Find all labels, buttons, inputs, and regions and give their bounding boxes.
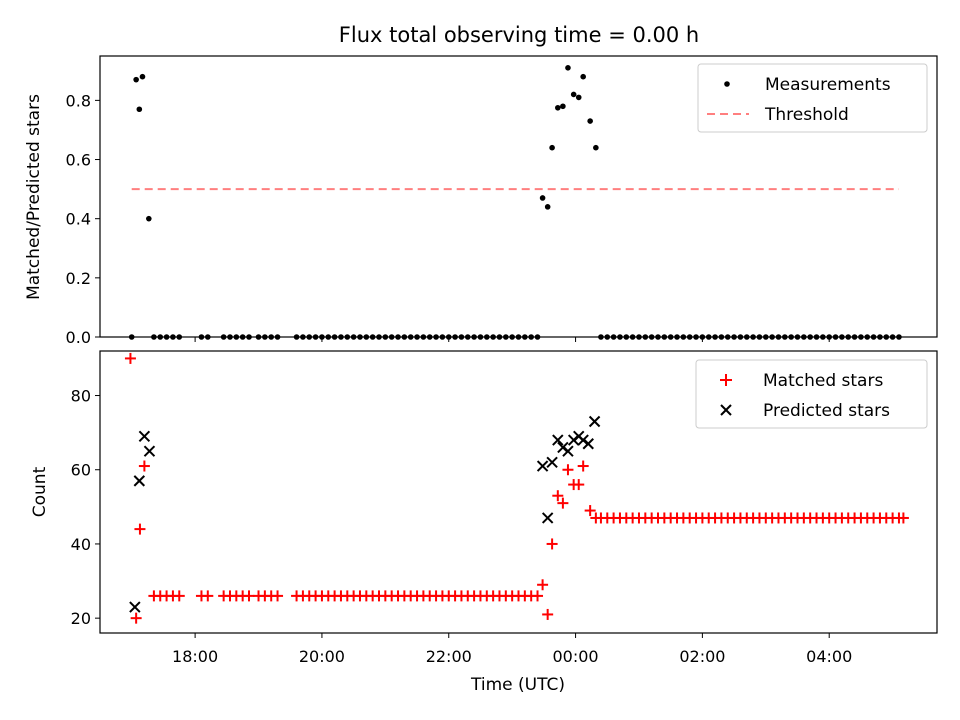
measurement-point xyxy=(587,118,593,124)
measurement-point xyxy=(146,215,152,222)
legend-predicted-marker xyxy=(720,404,732,416)
matched-star-point xyxy=(272,590,284,602)
predicted-star-point xyxy=(143,445,156,457)
matched-star-point xyxy=(134,523,146,535)
measurement-point xyxy=(580,73,586,80)
measurement-point xyxy=(570,91,577,98)
bottom-panel-marks xyxy=(124,352,909,624)
bottom-legend: Matched stars Predicted stars xyxy=(695,359,928,429)
legend-threshold-label: Threshold xyxy=(764,105,849,125)
bottom-y-axis-label: Count xyxy=(30,466,50,517)
top-legend: Measurements Threshold xyxy=(697,63,928,133)
legend-matched-marker xyxy=(720,374,732,386)
top-legend-box xyxy=(697,63,928,133)
measurement-point xyxy=(544,204,551,210)
matched-star-point xyxy=(562,464,574,476)
matched-star-point xyxy=(138,460,150,472)
predicted-star-point xyxy=(129,601,141,613)
matched-star-point xyxy=(577,460,589,472)
chart-title: Flux total observing time = 0.00 h xyxy=(339,23,699,47)
predicted-star-point xyxy=(588,415,601,428)
top-panel-y-ticks: 0.0 0.2 0.4 0.6 0.8 xyxy=(66,91,830,347)
predicted-star-point xyxy=(552,434,564,446)
predicted-star-point xyxy=(546,456,558,469)
measurement-point xyxy=(539,195,546,201)
measurement-point xyxy=(560,103,566,110)
top-y-tick-label: 0.2 xyxy=(66,269,91,288)
bottom-y-tick-label: 40 xyxy=(71,535,91,554)
matched-star-point xyxy=(542,608,554,620)
measurement-point xyxy=(136,106,143,113)
legend-measurements-label: Measurements xyxy=(765,75,891,95)
measurement-point xyxy=(549,144,555,151)
matched-star-point xyxy=(130,612,142,624)
bottom-panel-frame xyxy=(99,350,938,634)
legend-measurements-marker xyxy=(724,81,730,87)
matched-star-point xyxy=(573,479,585,491)
legend-predicted-label: Predicted stars xyxy=(763,401,890,421)
matched-star-point xyxy=(546,538,558,550)
matched-star-point xyxy=(124,352,136,364)
x-tick-label: 00:00 xyxy=(553,647,599,666)
top-y-tick-label: 0.4 xyxy=(66,210,91,229)
top-panel-marks xyxy=(128,65,902,340)
predicted-star-point xyxy=(138,430,151,443)
predicted-star-point xyxy=(562,445,574,457)
x-tick-label: 04:00 xyxy=(806,647,852,666)
measurement-point xyxy=(555,104,561,111)
measurement-point xyxy=(575,94,582,101)
predicted-star-point xyxy=(536,460,549,472)
matched-star-point xyxy=(584,505,596,517)
matched-star-point xyxy=(897,512,909,524)
matched-star-point xyxy=(557,497,569,509)
measurement-point xyxy=(133,76,139,83)
matched-star-point xyxy=(243,590,255,602)
measurement-point xyxy=(139,73,146,80)
predicted-star-point xyxy=(133,475,146,487)
legend-matched-label: Matched stars xyxy=(763,371,883,391)
bottom-panel-ticks: 18:00 20:00 22:00 00:00 02:00 04:00 20 40 60 80 xyxy=(71,387,853,666)
matched-star-point xyxy=(202,590,214,602)
top-y-axis-label: Matched/Predicted stars xyxy=(24,94,44,300)
bottom-y-tick-label: 80 xyxy=(71,387,91,406)
x-axis-label: Time (UTC) xyxy=(470,675,565,695)
x-tick-label: 22:00 xyxy=(426,647,472,666)
bottom-y-tick-label: 60 xyxy=(71,461,91,480)
matched-star-point xyxy=(532,590,544,602)
matched-star-point xyxy=(173,590,185,602)
matched-star-point xyxy=(552,490,564,502)
x-tick-label: 02:00 xyxy=(679,647,725,666)
x-tick-label: 20:00 xyxy=(299,647,345,666)
predicted-star-point xyxy=(582,438,594,450)
matched-star-point xyxy=(537,579,549,591)
measurement-point xyxy=(593,144,599,151)
bottom-y-tick-label: 20 xyxy=(71,609,91,628)
top-panel-frame xyxy=(99,55,938,338)
top-y-tick-label: 0.8 xyxy=(66,91,91,110)
bottom-legend-box xyxy=(695,359,928,429)
top-y-tick-label: 0.0 xyxy=(66,328,91,347)
measurement-point xyxy=(565,65,571,71)
predicted-star-point xyxy=(541,512,554,524)
x-tick-label: 18:00 xyxy=(172,647,218,666)
top-y-tick-label: 0.6 xyxy=(66,151,91,170)
